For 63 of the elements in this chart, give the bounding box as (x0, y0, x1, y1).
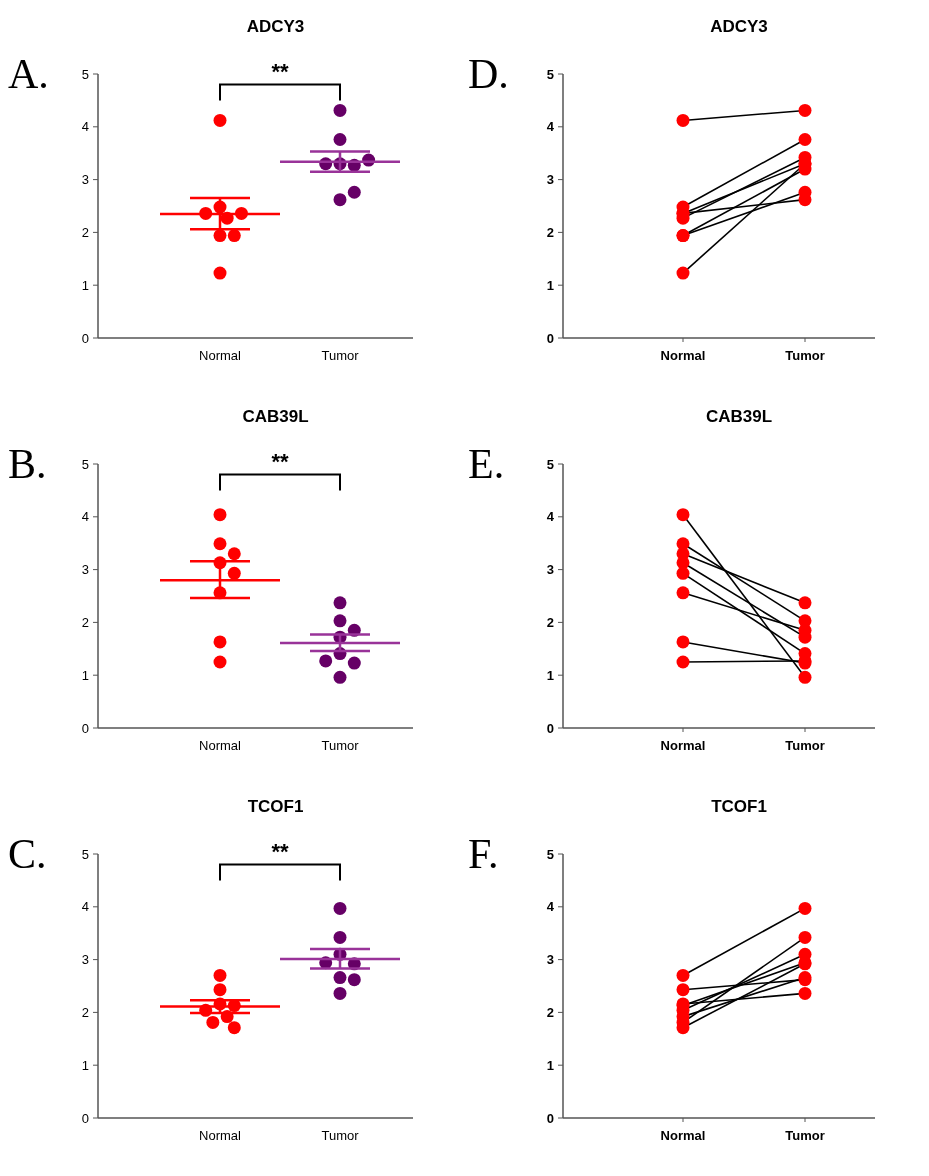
chart-title: ADCY3 (710, 17, 768, 36)
chart-title: CAB39L (242, 407, 309, 426)
annotation: ** (271, 838, 289, 864)
x-tick-label: Normal (199, 738, 242, 753)
y-tick-label: 2 (81, 614, 89, 630)
x-tick-label: Normal (660, 738, 706, 753)
chart-title: TCOF1 (247, 797, 304, 816)
y-tick-label: 5 (81, 66, 89, 82)
y-tick-label: 5 (546, 846, 554, 862)
chart-title: TCOF1 (711, 797, 767, 816)
chart-title: ADCY3 (246, 17, 305, 36)
x-tick-label: Tumor (785, 348, 825, 363)
y-tick-label: 0 (81, 1110, 89, 1126)
y-tick-label: 0 (81, 720, 89, 736)
x-tick-label: Tumor (785, 738, 825, 753)
y-tick-label: 0 (546, 330, 554, 346)
y-tick-label: 2 (81, 224, 89, 240)
x-tick-label: Tumor (785, 1128, 825, 1143)
x-tick-label: Tumor (321, 1128, 360, 1143)
x-tick-label: Tumor (321, 738, 360, 753)
y-tick-label: 4 (81, 509, 89, 525)
y-tick-label: 0 (546, 720, 554, 736)
y-tick-label: 1 (81, 277, 89, 293)
y-tick-label: 3 (81, 952, 89, 968)
text: A. (8, 51, 49, 97)
y-tick-label: 3 (546, 562, 554, 578)
y-tick-label: 2 (546, 224, 554, 240)
text: C. (8, 831, 47, 877)
y-tick-label: 4 (546, 509, 555, 525)
text: B. (8, 441, 47, 487)
y-tick-label: 3 (546, 952, 554, 968)
y-tick-label: 4 (546, 119, 555, 135)
annotation: ** (271, 58, 289, 84)
y-tick-label: 2 (81, 1004, 89, 1020)
y-tick-label: 2 (546, 1004, 554, 1020)
y-tick-label: 3 (546, 172, 554, 188)
y-tick-label: 3 (81, 172, 89, 188)
y-tick-label: 5 (546, 456, 554, 472)
y-tick-label: 5 (81, 456, 89, 472)
y-tick-label: 3 (81, 562, 89, 578)
y-tick-label: 4 (81, 899, 89, 915)
x-tick-label: Normal (199, 1128, 242, 1143)
x-tick-label: Normal (199, 348, 242, 363)
chart-title: CAB39L (705, 407, 773, 426)
x-tick-label: Normal (660, 348, 706, 363)
y-tick-label: 1 (81, 667, 89, 683)
y-tick-label: 1 (546, 1057, 554, 1073)
y-tick-label: 4 (81, 119, 89, 135)
y-tick-label: 0 (546, 1110, 554, 1126)
text: E. (468, 441, 505, 487)
text: F. (468, 831, 499, 877)
y-tick-label: 5 (546, 66, 554, 82)
text: D. (468, 51, 509, 97)
annotation: ** (271, 448, 289, 474)
y-tick-label: 1 (81, 1057, 89, 1073)
y-tick-label: 4 (546, 899, 555, 915)
x-tick-label: Tumor (321, 348, 360, 363)
y-tick-label: 2 (546, 614, 554, 630)
y-tick-label: 1 (546, 667, 554, 683)
x-tick-label: Normal (660, 1128, 706, 1143)
y-tick-label: 5 (81, 846, 89, 862)
y-tick-label: 1 (546, 277, 554, 293)
y-tick-label: 0 (81, 330, 89, 346)
